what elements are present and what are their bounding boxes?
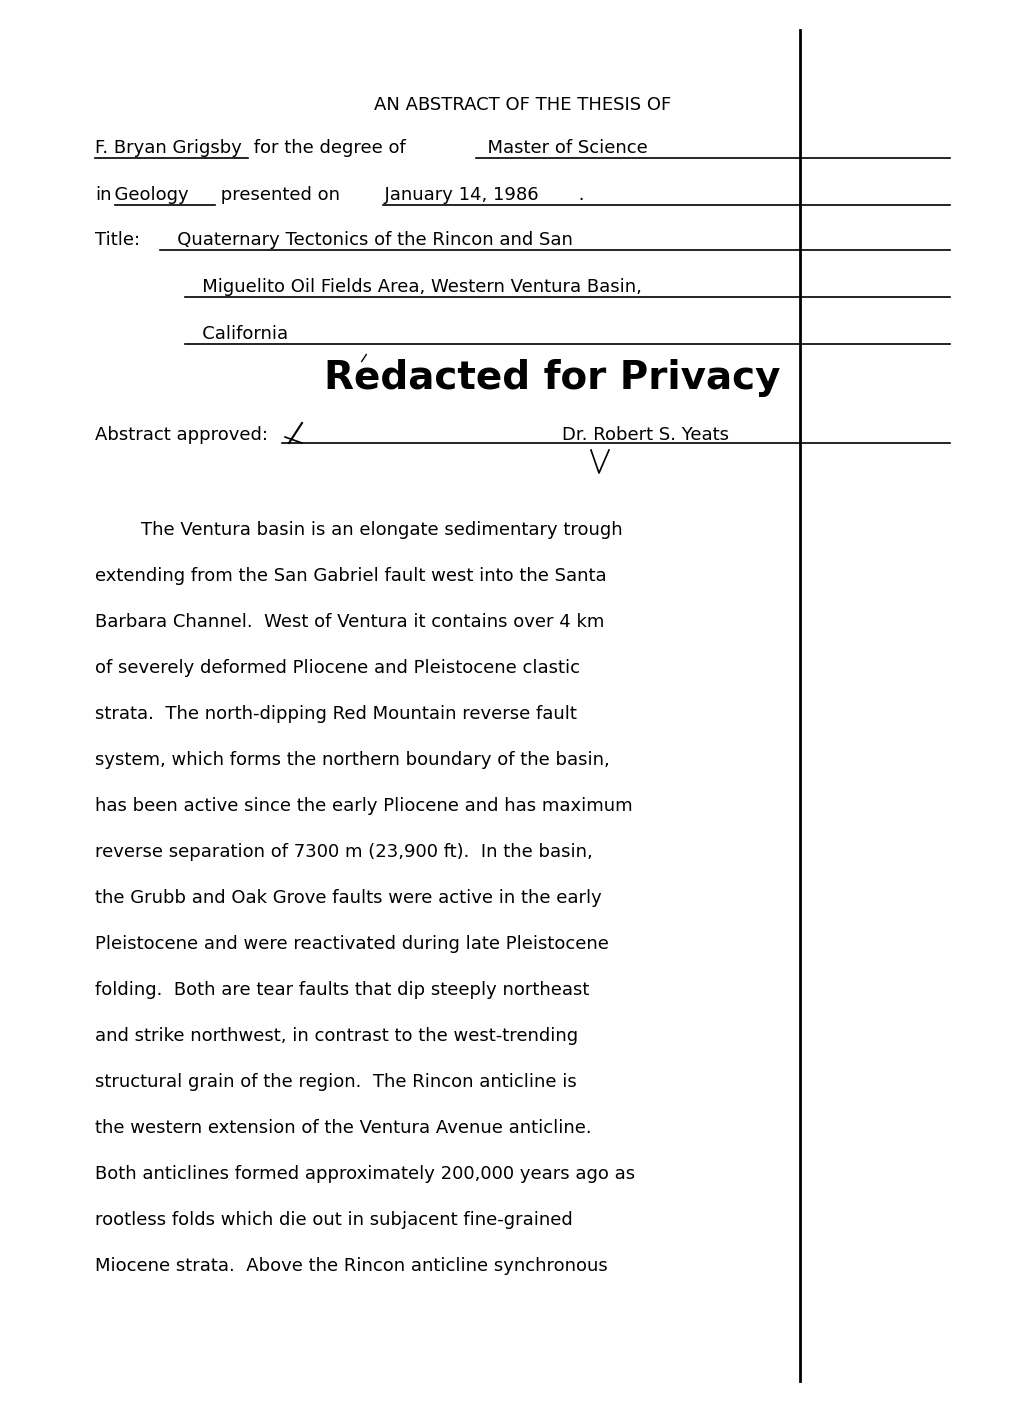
Text: system, which forms the northern boundary of the basin,: system, which forms the northern boundar… bbox=[95, 751, 609, 769]
Text: the Grubb and Oak Grove faults were active in the early: the Grubb and Oak Grove faults were acti… bbox=[95, 889, 601, 907]
Text: Dr. Robert S. Yeats: Dr. Robert S. Yeats bbox=[561, 426, 729, 444]
Text: of severely deformed Pliocene and Pleistocene clastic: of severely deformed Pliocene and Pleist… bbox=[95, 659, 580, 677]
Text: has been active since the early Pliocene and has maximum: has been active since the early Pliocene… bbox=[95, 797, 632, 816]
Text: reverse separation of 7300 m (23,900 ft).  In the basin,: reverse separation of 7300 m (23,900 ft)… bbox=[95, 842, 592, 861]
Text: Title:: Title: bbox=[95, 231, 140, 248]
Text: the western extension of the Ventura Avenue anticline.: the western extension of the Ventura Ave… bbox=[95, 1119, 591, 1137]
Text: .: . bbox=[573, 186, 584, 205]
Text: extending from the San Gabriel fault west into the Santa: extending from the San Gabriel fault wes… bbox=[95, 567, 606, 586]
Text: Miocene strata.  Above the Rincon anticline synchronous: Miocene strata. Above the Rincon anticli… bbox=[95, 1257, 607, 1276]
Text: Miguelito Oil Fields Area, Western Ventura Basin,: Miguelito Oil Fields Area, Western Ventu… bbox=[184, 278, 641, 296]
Text: rootless folds which die out in subjacent fine-grained: rootless folds which die out in subjacen… bbox=[95, 1211, 573, 1229]
Text: folding.  Both are tear faults that dip steeply northeast: folding. Both are tear faults that dip s… bbox=[95, 981, 589, 999]
Text: in: in bbox=[95, 186, 111, 205]
Text: Barbara Channel.  West of Ventura it contains over 4 km: Barbara Channel. West of Ventura it cont… bbox=[95, 612, 604, 631]
Text: structural grain of the region.  The Rincon anticline is: structural grain of the region. The Rinc… bbox=[95, 1072, 576, 1091]
Text: Quaternary Tectonics of the Rincon and San: Quaternary Tectonics of the Rincon and S… bbox=[160, 231, 573, 248]
Text: Geology: Geology bbox=[103, 186, 195, 205]
Text: Master of Science: Master of Science bbox=[476, 140, 647, 157]
Text: Both anticlines formed approximately 200,000 years ago as: Both anticlines formed approximately 200… bbox=[95, 1165, 635, 1182]
Text: F. Bryan Grigsby: F. Bryan Grigsby bbox=[95, 140, 248, 157]
Text: The Ventura basin is an elongate sedimentary trough: The Ventura basin is an elongate sedimen… bbox=[95, 521, 622, 539]
Text: Abstract approved:: Abstract approved: bbox=[95, 426, 268, 444]
Text: and strike northwest, in contrast to the west-trending: and strike northwest, in contrast to the… bbox=[95, 1027, 578, 1046]
Text: strata.  The north-dipping Red Mountain reverse fault: strata. The north-dipping Red Mountain r… bbox=[95, 706, 577, 722]
Text: for the degree of: for the degree of bbox=[248, 140, 406, 157]
Text: Pleistocene and were reactivated during late Pleistocene: Pleistocene and were reactivated during … bbox=[95, 935, 608, 952]
Text: AN ABSTRACT OF THE THESIS OF: AN ABSTRACT OF THE THESIS OF bbox=[374, 96, 671, 114]
Text: presented on: presented on bbox=[215, 186, 339, 205]
Text: California: California bbox=[184, 325, 287, 343]
Text: January 14, 1986: January 14, 1986 bbox=[373, 186, 538, 205]
Text: Redacted for Privacy: Redacted for Privacy bbox=[324, 358, 780, 396]
